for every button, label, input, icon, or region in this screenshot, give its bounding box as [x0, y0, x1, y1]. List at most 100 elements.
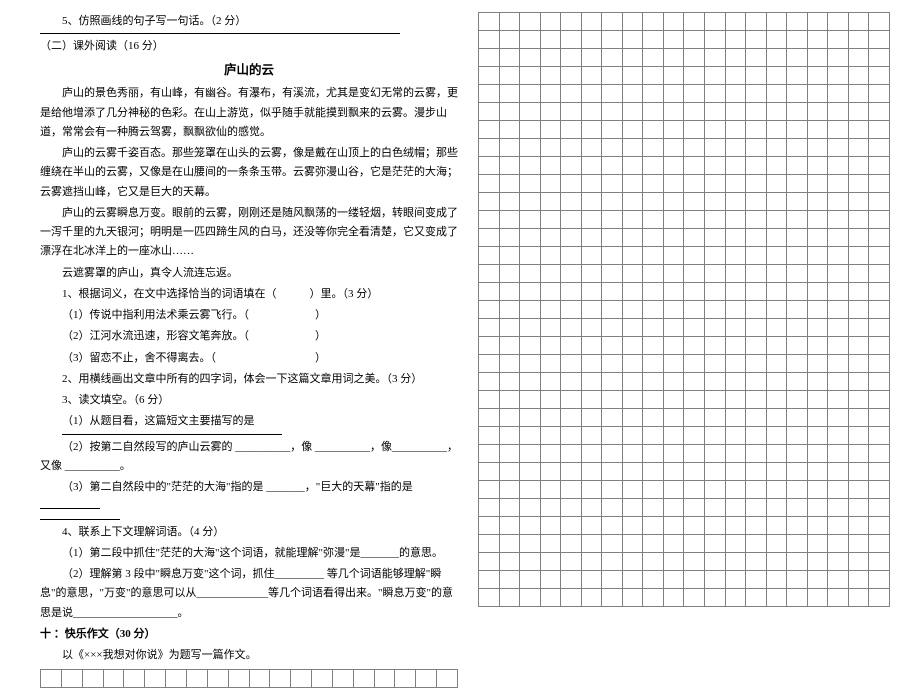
grid-cell [541, 301, 562, 319]
grid-cell [828, 319, 849, 337]
grid-cell [828, 103, 849, 121]
grid-cell [849, 121, 870, 139]
grid-cell [561, 427, 582, 445]
grid-cell [664, 211, 685, 229]
grid-cell [664, 31, 685, 49]
grid-cell [561, 355, 582, 373]
grid-cell [767, 499, 788, 517]
grid-cell [500, 589, 521, 607]
question-1: 1、根据词义，在文中选择恰当的词语填在（ ）里。（3 分） [40, 285, 458, 304]
grid-cell [808, 553, 829, 571]
section-10-heading: 十 ：快乐作文（30 分） [40, 625, 458, 644]
grid-cell [520, 535, 541, 553]
grid-cell [869, 319, 890, 337]
grid-cell [869, 409, 890, 427]
grid-cell [479, 571, 500, 589]
grid-cell [828, 229, 849, 247]
grid-cell [767, 85, 788, 103]
grid-cell [520, 463, 541, 481]
grid-cell [479, 49, 500, 67]
grid-cell [312, 670, 333, 688]
grid-cell [500, 445, 521, 463]
grid-cell [746, 265, 767, 283]
grid-cell [520, 589, 541, 607]
grid-cell [746, 589, 767, 607]
grid-cell [684, 481, 705, 499]
grid-cell [623, 283, 644, 301]
grid-cell [623, 571, 644, 589]
grid-cell [500, 175, 521, 193]
grid-cell [520, 67, 541, 85]
grid-cell [746, 229, 767, 247]
grid-cell [541, 373, 562, 391]
grid-cell [229, 670, 250, 688]
grid-cell [643, 319, 664, 337]
grid-cell [808, 211, 829, 229]
grid-cell [664, 13, 685, 31]
grid-cell [705, 463, 726, 481]
grid-cell [520, 553, 541, 571]
grid-cell [849, 571, 870, 589]
grid-cell [643, 175, 664, 193]
grid-cell [746, 535, 767, 553]
grid-cell [869, 499, 890, 517]
paragraph-4: 云遮雾罩的庐山，真令人流连忘返。 [40, 264, 458, 283]
grid-cell [520, 427, 541, 445]
grid-cell [561, 193, 582, 211]
grid-cell [808, 535, 829, 553]
question-3a: （1）从题目看，这篇短文主要描写的是 [40, 412, 458, 431]
grid-cell [582, 283, 603, 301]
grid-cell [726, 355, 747, 373]
grid-cell [705, 175, 726, 193]
grid-cell [767, 13, 788, 31]
grid-cell [767, 553, 788, 571]
grid-cell [746, 445, 767, 463]
grid-cell [828, 481, 849, 499]
grid-cell [333, 670, 354, 688]
grid-cell [643, 409, 664, 427]
grid-cell [828, 391, 849, 409]
grid-cell [561, 121, 582, 139]
grid-cell [561, 31, 582, 49]
grid-cell [582, 121, 603, 139]
grid-cell [643, 31, 664, 49]
grid-cell [561, 373, 582, 391]
grid-cell [684, 445, 705, 463]
grid-cell [541, 175, 562, 193]
grid-cell [767, 211, 788, 229]
grid-cell [767, 121, 788, 139]
grid-cell [479, 463, 500, 481]
grid-cell [561, 517, 582, 535]
grid-cell [767, 193, 788, 211]
grid-cell [561, 481, 582, 499]
grid-cell [705, 337, 726, 355]
grid-cell [705, 301, 726, 319]
grid-cell [705, 265, 726, 283]
grid-cell [520, 481, 541, 499]
grid-cell [166, 670, 187, 688]
grid-cell [787, 31, 808, 49]
grid-cell [354, 670, 375, 688]
answer-line [40, 33, 400, 34]
grid-cell [767, 49, 788, 67]
grid-cell [849, 67, 870, 85]
grid-cell [684, 229, 705, 247]
grid-cell [705, 193, 726, 211]
grid-cell [705, 67, 726, 85]
grid-cell [726, 211, 747, 229]
grid-cell [643, 283, 664, 301]
grid-cell [828, 49, 849, 67]
grid-cell [41, 670, 62, 688]
grid-cell [561, 139, 582, 157]
grid-cell [541, 499, 562, 517]
grid-cell [643, 571, 664, 589]
grid-cell [726, 445, 747, 463]
grid-cell [869, 265, 890, 283]
grid-cell [726, 157, 747, 175]
grid-cell [664, 463, 685, 481]
grid-cell [541, 517, 562, 535]
grid-cell [582, 229, 603, 247]
grid-cell [664, 85, 685, 103]
grid-cell [828, 553, 849, 571]
grid-cell [582, 211, 603, 229]
